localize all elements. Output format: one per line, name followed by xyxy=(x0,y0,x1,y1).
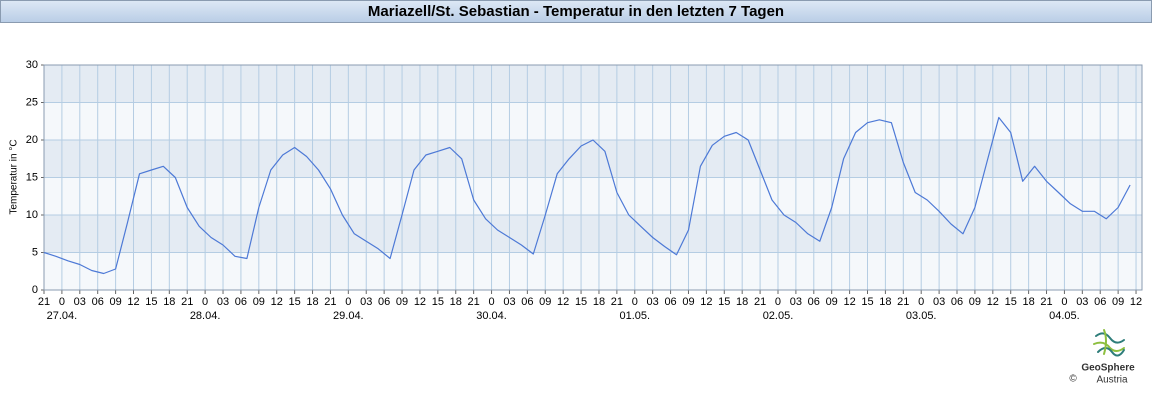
x-tick-label: 21 xyxy=(611,296,623,308)
x-tick-label: 03 xyxy=(790,296,802,308)
x-tick-label: 21 xyxy=(1040,296,1052,308)
x-tick-label: 18 xyxy=(593,296,605,308)
x-tick-label: 06 xyxy=(92,296,104,308)
x-tick-label: 06 xyxy=(664,296,676,308)
x-tick-label: 12 xyxy=(557,296,569,308)
x-tick-label: 21 xyxy=(754,296,766,308)
x-tick-label: 15 xyxy=(718,296,730,308)
logo xyxy=(1093,329,1125,357)
x-tick-label: 03 xyxy=(360,296,372,308)
x-tick-label: 0 xyxy=(632,296,638,308)
x-tick-label: 0 xyxy=(345,296,351,308)
x-tick-label: 03 xyxy=(933,296,945,308)
y-tick-label: 10 xyxy=(26,209,38,221)
x-tick-label: 12 xyxy=(414,296,426,308)
temperature-line xyxy=(43,116,1131,275)
date-label: 29.04. xyxy=(333,310,364,322)
date-label: 01.05. xyxy=(619,310,650,322)
x-tick-label: 21 xyxy=(468,296,480,308)
x-tick-label: 12 xyxy=(700,296,712,308)
x-tick-label: 06 xyxy=(1094,296,1106,308)
x-tick-label: 06 xyxy=(378,296,390,308)
chart-title: Mariazell/St. Sebastian - Temperatur in … xyxy=(368,3,784,20)
copyright: © xyxy=(1069,374,1077,385)
x-tick-label: 0 xyxy=(1061,296,1067,308)
x-tick-label: 06 xyxy=(235,296,247,308)
date-label: 04.05. xyxy=(1049,310,1080,322)
x-tick-label: 15 xyxy=(145,296,157,308)
x-tick-label: 18 xyxy=(1022,296,1034,308)
x-tick-label: 09 xyxy=(109,296,121,308)
x-tick-label: 21 xyxy=(897,296,909,308)
x-tick-label: 03 xyxy=(503,296,515,308)
x-tick-label: 21 xyxy=(38,296,50,308)
y-tick-label: 15 xyxy=(26,171,38,183)
date-label: 27.04. xyxy=(47,310,78,322)
y-tick-label: 5 xyxy=(32,246,38,258)
x-tick-label: 21 xyxy=(324,296,336,308)
x-tick-label: 15 xyxy=(861,296,873,308)
x-tick-label: 09 xyxy=(1112,296,1124,308)
date-label: 02.05. xyxy=(763,310,794,322)
x-tick-label: 15 xyxy=(289,296,301,308)
x-tick-label: 18 xyxy=(450,296,462,308)
brand-sub: Austria xyxy=(1096,375,1128,386)
y-axis-label: Temperatur in °C xyxy=(9,139,20,214)
x-tick-label: 09 xyxy=(826,296,838,308)
x-tick-label: 0 xyxy=(488,296,494,308)
x-tick-label: 09 xyxy=(969,296,981,308)
x-tick-label: 09 xyxy=(253,296,265,308)
band xyxy=(44,215,1142,253)
y-tick-label: 0 xyxy=(32,284,38,296)
x-tick-label: 06 xyxy=(521,296,533,308)
band xyxy=(44,65,1142,103)
x-tick-label: 03 xyxy=(647,296,659,308)
x-tick-label: 0 xyxy=(775,296,781,308)
band xyxy=(44,252,1142,290)
band xyxy=(44,177,1142,215)
y-tick-label: 30 xyxy=(26,59,38,71)
x-tick-label: 18 xyxy=(163,296,175,308)
x-tick-label: 09 xyxy=(682,296,694,308)
x-tick-label: 12 xyxy=(843,296,855,308)
x-tick-label: 15 xyxy=(575,296,587,308)
brand: GeoSphere xyxy=(1081,363,1135,374)
x-tick-label: 18 xyxy=(736,296,748,308)
date-label: 03.05. xyxy=(906,310,937,322)
x-tick-label: 12 xyxy=(987,296,999,308)
x-tick-label: 09 xyxy=(539,296,551,308)
band xyxy=(44,140,1142,178)
x-tick-label: 15 xyxy=(432,296,444,308)
x-tick-label: 12 xyxy=(271,296,283,308)
date-label: 28.04. xyxy=(190,310,221,322)
date-label: 30.04. xyxy=(476,310,507,322)
x-tick-label: 03 xyxy=(1076,296,1088,308)
x-tick-label: 15 xyxy=(1005,296,1017,308)
x-tick-label: 12 xyxy=(1130,296,1142,308)
x-tick-label: 09 xyxy=(396,296,408,308)
x-tick-label: 18 xyxy=(306,296,318,308)
x-tick-label: 0 xyxy=(202,296,208,308)
y-tick-label: 25 xyxy=(26,96,38,108)
x-tick-label: 03 xyxy=(74,296,86,308)
x-tick-label: 0 xyxy=(918,296,924,308)
y-tick-label: 20 xyxy=(26,134,38,146)
x-tick-label: 06 xyxy=(808,296,820,308)
x-tick-label: 06 xyxy=(951,296,963,308)
x-tick-label: 03 xyxy=(217,296,229,308)
x-tick-label: 18 xyxy=(879,296,891,308)
band xyxy=(44,102,1142,140)
x-tick-label: 12 xyxy=(127,296,139,308)
x-tick-label: 21 xyxy=(181,296,193,308)
x-tick-label: 0 xyxy=(59,296,65,308)
plot-border xyxy=(43,64,1143,291)
